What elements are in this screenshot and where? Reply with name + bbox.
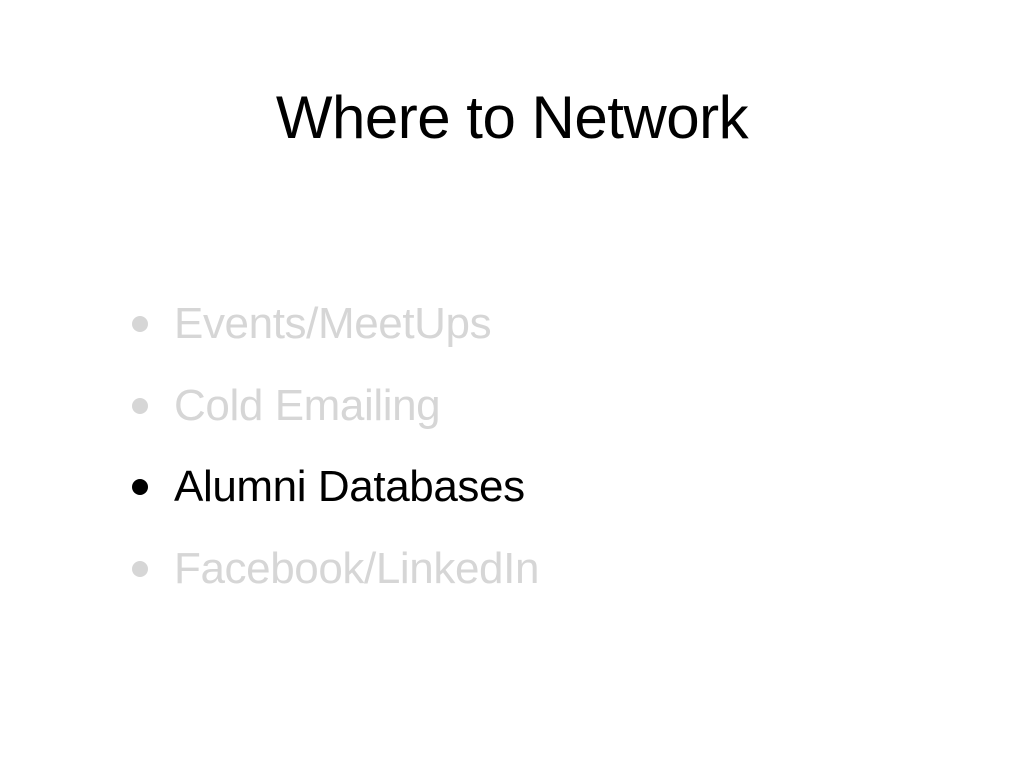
bullet-label: Facebook/LinkedIn <box>174 543 540 593</box>
bullet-label: Events/MeetUps <box>174 299 492 348</box>
bullet-dot-icon <box>132 397 148 414</box>
slide-title: Where to Network <box>275 84 749 151</box>
bullet-dot-icon <box>132 316 148 332</box>
bullet-dot-icon <box>132 560 148 577</box>
bullet-label: Cold Emailing <box>174 380 441 430</box>
bullet-label: Alumni Databases <box>174 462 525 511</box>
bullet-dot-icon <box>132 479 148 495</box>
